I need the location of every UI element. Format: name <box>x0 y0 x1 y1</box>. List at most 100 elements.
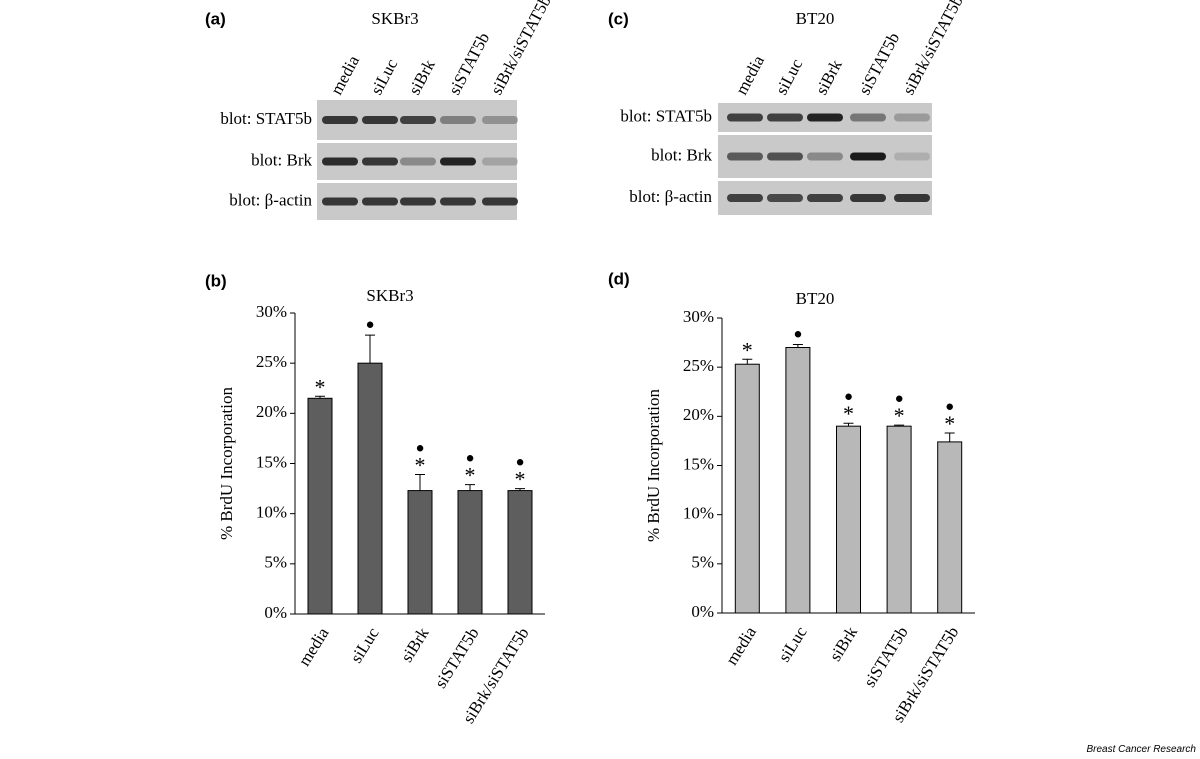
lane-label: siSTAT5b <box>445 29 494 98</box>
y-tick-label: 25% <box>683 356 714 375</box>
bar <box>507 490 533 615</box>
x-tick-label: siLuc <box>347 624 383 666</box>
bar <box>457 490 483 615</box>
blot-label: blot: STAT5b <box>620 106 712 125</box>
blot-label: blot: β-actin <box>229 190 312 209</box>
blot-band <box>482 197 518 206</box>
lane-label: media <box>732 52 768 98</box>
blot-band <box>440 157 476 166</box>
lane-label: siBrk <box>812 56 846 98</box>
y-tick-label: 0% <box>264 603 287 622</box>
significance-star: * <box>515 467 526 492</box>
blot-band <box>482 116 518 124</box>
blot-band <box>894 194 930 202</box>
y-axis-label: % BrdU Incorporation <box>644 389 663 542</box>
x-tick-label: siBrk <box>397 624 433 666</box>
significance-dot: ● <box>415 441 424 457</box>
y-tick-label: 15% <box>683 454 714 473</box>
bar <box>937 441 963 614</box>
significance-star: * <box>894 403 905 428</box>
bar <box>307 397 333 615</box>
significance-star: * <box>843 401 854 426</box>
error-bar <box>894 424 905 427</box>
y-tick-label: 20% <box>683 405 714 424</box>
lane-label: siBrk <box>405 56 439 98</box>
chart-title: BT20 <box>796 289 835 308</box>
blot-band <box>727 152 763 161</box>
error-bar <box>792 344 803 348</box>
chart-title: SKBr3 <box>366 286 413 305</box>
blot-label: blot: Brk <box>251 150 312 169</box>
blot-label: blot: β-actin <box>629 187 712 206</box>
error-bar <box>415 474 425 491</box>
blot-label: blot: Brk <box>651 145 712 164</box>
blot-band <box>400 197 436 206</box>
blot-band <box>362 116 398 124</box>
y-tick-label: 10% <box>256 503 287 522</box>
y-tick-label: 10% <box>683 504 714 523</box>
bar <box>785 347 811 614</box>
panel-letter: (d) <box>608 269 630 288</box>
blot-band <box>322 197 358 206</box>
blot-band <box>440 116 476 124</box>
significance-dot: ● <box>365 317 374 333</box>
error-bar <box>515 488 525 491</box>
x-tick-label: media <box>722 623 760 669</box>
blot-band <box>400 157 436 166</box>
x-tick-label: siBrk <box>826 623 862 665</box>
significance-star: * <box>415 453 426 478</box>
blot-band <box>850 194 886 202</box>
error-bar <box>315 395 325 399</box>
y-tick-label: 5% <box>264 553 287 572</box>
error-bar <box>365 334 375 364</box>
y-tick-label: 25% <box>256 352 287 371</box>
significance-dot: ● <box>793 327 802 343</box>
y-tick-label: 5% <box>691 553 714 572</box>
blot-band <box>727 194 763 202</box>
significance-dot: ● <box>515 455 524 471</box>
panel-title: BT20 <box>796 9 835 28</box>
bar <box>886 425 912 614</box>
blot-band <box>727 113 763 122</box>
significance-dot: ● <box>945 399 954 415</box>
blot-band <box>767 113 803 122</box>
error-bar <box>843 422 854 427</box>
significance-dot: ● <box>465 451 474 467</box>
blot-band <box>400 116 436 124</box>
bar <box>357 362 383 615</box>
blot-band <box>322 116 358 124</box>
x-tick-label: media <box>295 624 333 670</box>
x-tick-label: siSTAT5b <box>431 624 483 691</box>
significance-star: * <box>944 411 955 436</box>
panel-letter: (c) <box>608 9 629 28</box>
lane-label: siBrk/siSTAT5b <box>487 0 555 98</box>
blot-band <box>894 152 930 161</box>
y-tick-label: 30% <box>683 307 714 326</box>
blot-band <box>894 113 930 122</box>
panel-letter: (b) <box>205 271 227 290</box>
panel-title: SKBr3 <box>371 9 418 28</box>
blot-band <box>322 157 358 166</box>
blot-band <box>440 197 476 206</box>
significance-star: * <box>742 337 753 362</box>
lane-label: siBrk/siSTAT5b <box>899 0 967 98</box>
significance-star: * <box>315 374 326 399</box>
significance-dot: ● <box>895 391 904 407</box>
bar <box>836 425 861 614</box>
blot-label: blot: STAT5b <box>220 109 312 128</box>
lane-label: siSTAT5b <box>855 29 904 98</box>
y-tick-label: 30% <box>256 302 287 321</box>
blot-band <box>362 157 398 166</box>
blot-band <box>807 194 843 202</box>
y-tick-label: 0% <box>691 602 714 621</box>
significance-dot: ● <box>844 389 853 405</box>
y-tick-label: 15% <box>256 452 287 471</box>
bar <box>407 490 433 615</box>
source: Breast Cancer Research <box>1087 744 1197 755</box>
y-tick-label: 20% <box>256 402 287 421</box>
blot-band <box>807 113 843 122</box>
blot-band <box>767 152 803 161</box>
blot-band <box>482 157 518 166</box>
bar <box>734 363 760 614</box>
lane-label: siLuc <box>772 55 807 98</box>
